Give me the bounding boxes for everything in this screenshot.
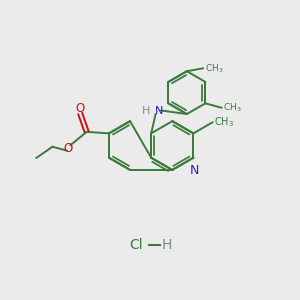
- Text: CH$_3$: CH$_3$: [214, 115, 235, 129]
- Text: Cl: Cl: [129, 238, 142, 252]
- Text: O: O: [64, 142, 73, 155]
- Text: CH$_3$: CH$_3$: [223, 101, 242, 114]
- Text: N: N: [154, 106, 163, 116]
- Text: H: H: [161, 238, 172, 252]
- Text: H: H: [142, 106, 150, 116]
- Text: CH$_3$: CH$_3$: [205, 62, 223, 74]
- Text: N: N: [190, 164, 200, 177]
- Text: O: O: [76, 103, 85, 116]
